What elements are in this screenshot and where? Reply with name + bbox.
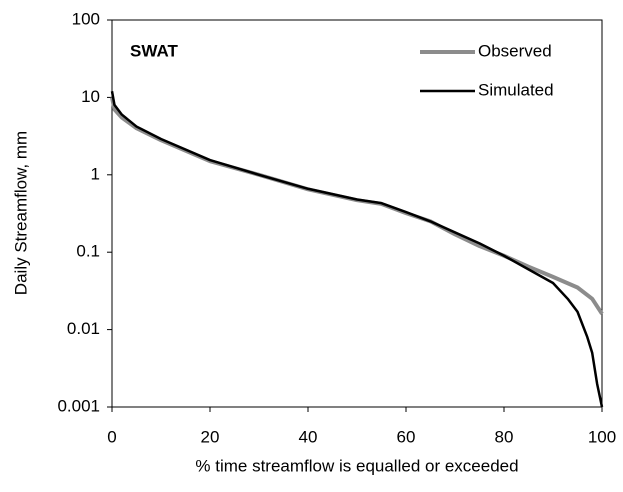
annotation: SWAT [130, 41, 178, 60]
y-axis-label: Daily Streamflow, mm [11, 131, 30, 295]
series-line [110, 96, 604, 315]
legend-label: Simulated [478, 80, 554, 99]
series-line [110, 91, 604, 408]
y-tick-label: 0.001 [57, 396, 100, 415]
x-tick-label: 40 [299, 427, 318, 446]
x-axis-label: % time streamflow is equalled or exceede… [195, 456, 518, 475]
x-tick-label: 100 [588, 427, 616, 446]
x-tick-label: 80 [495, 427, 514, 446]
x-tick-label: 60 [397, 427, 416, 446]
y-tick-label: 0.01 [67, 319, 100, 338]
legend-label: Observed [478, 41, 552, 60]
x-tick-label: 0 [107, 427, 116, 446]
x-tick-label: 20 [201, 427, 220, 446]
y-tick-label: 0.1 [76, 242, 100, 261]
y-tick-label: 1 [91, 164, 100, 183]
y-tick-label: 10 [81, 87, 100, 106]
y-tick-label: 100 [72, 9, 100, 28]
plot-frame [111, 19, 603, 408]
